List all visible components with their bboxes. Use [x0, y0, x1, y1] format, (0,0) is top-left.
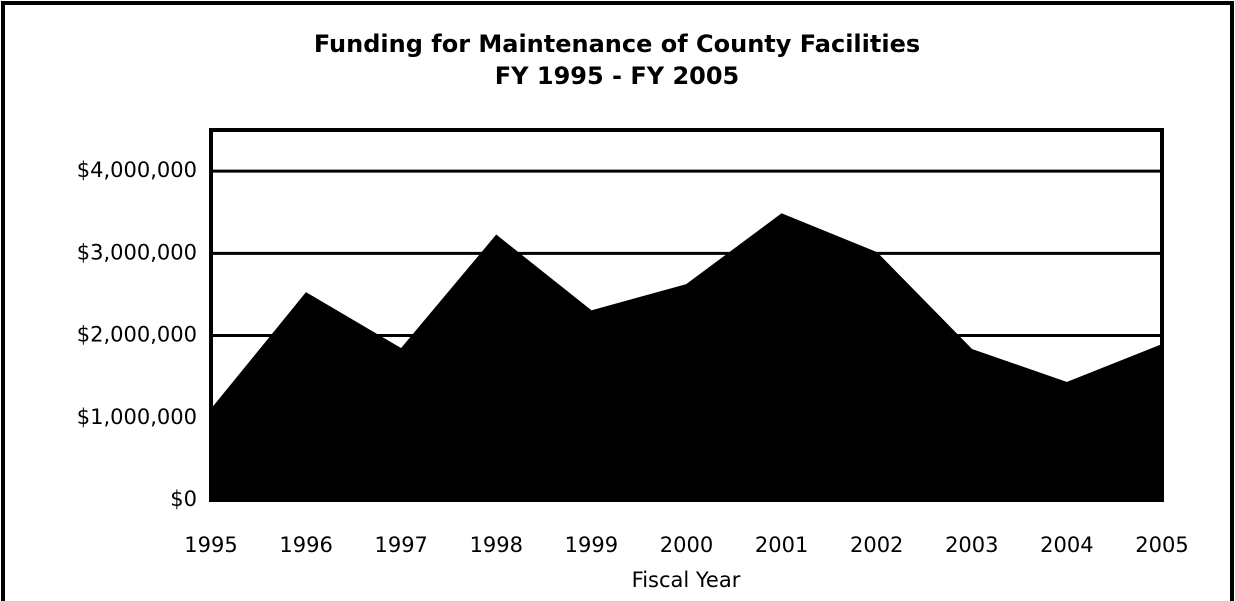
x-tick-label: 1997 — [374, 533, 427, 557]
y-tick-label: $4,000,000 — [77, 158, 197, 182]
y-tick-label: $0 — [170, 487, 197, 511]
x-tick-label: 1996 — [279, 533, 332, 557]
y-tick-label: $3,000,000 — [77, 240, 197, 264]
x-tick-label: 2004 — [1040, 533, 1093, 557]
x-tick-label: 2000 — [660, 533, 713, 557]
area — [210, 213, 1163, 501]
chart-title: Funding for Maintenance of County Facili… — [314, 30, 920, 58]
x-tick-label: 2002 — [850, 533, 903, 557]
chart-subtitle: FY 1995 - FY 2005 — [495, 62, 740, 90]
y-tick-label: $2,000,000 — [77, 323, 197, 347]
x-tick-label: 1995 — [184, 533, 237, 557]
x-tick-label: 2001 — [755, 533, 808, 557]
x-tick-label: 1998 — [470, 533, 523, 557]
x-tick-label: 1999 — [565, 533, 618, 557]
y-tick-label: $1,000,000 — [77, 405, 197, 429]
plot-border — [209, 128, 1164, 502]
x-tick-label: 2003 — [945, 533, 998, 557]
x-tick-label: 2005 — [1135, 533, 1188, 557]
x-axis-label: Fiscal Year — [632, 568, 741, 592]
